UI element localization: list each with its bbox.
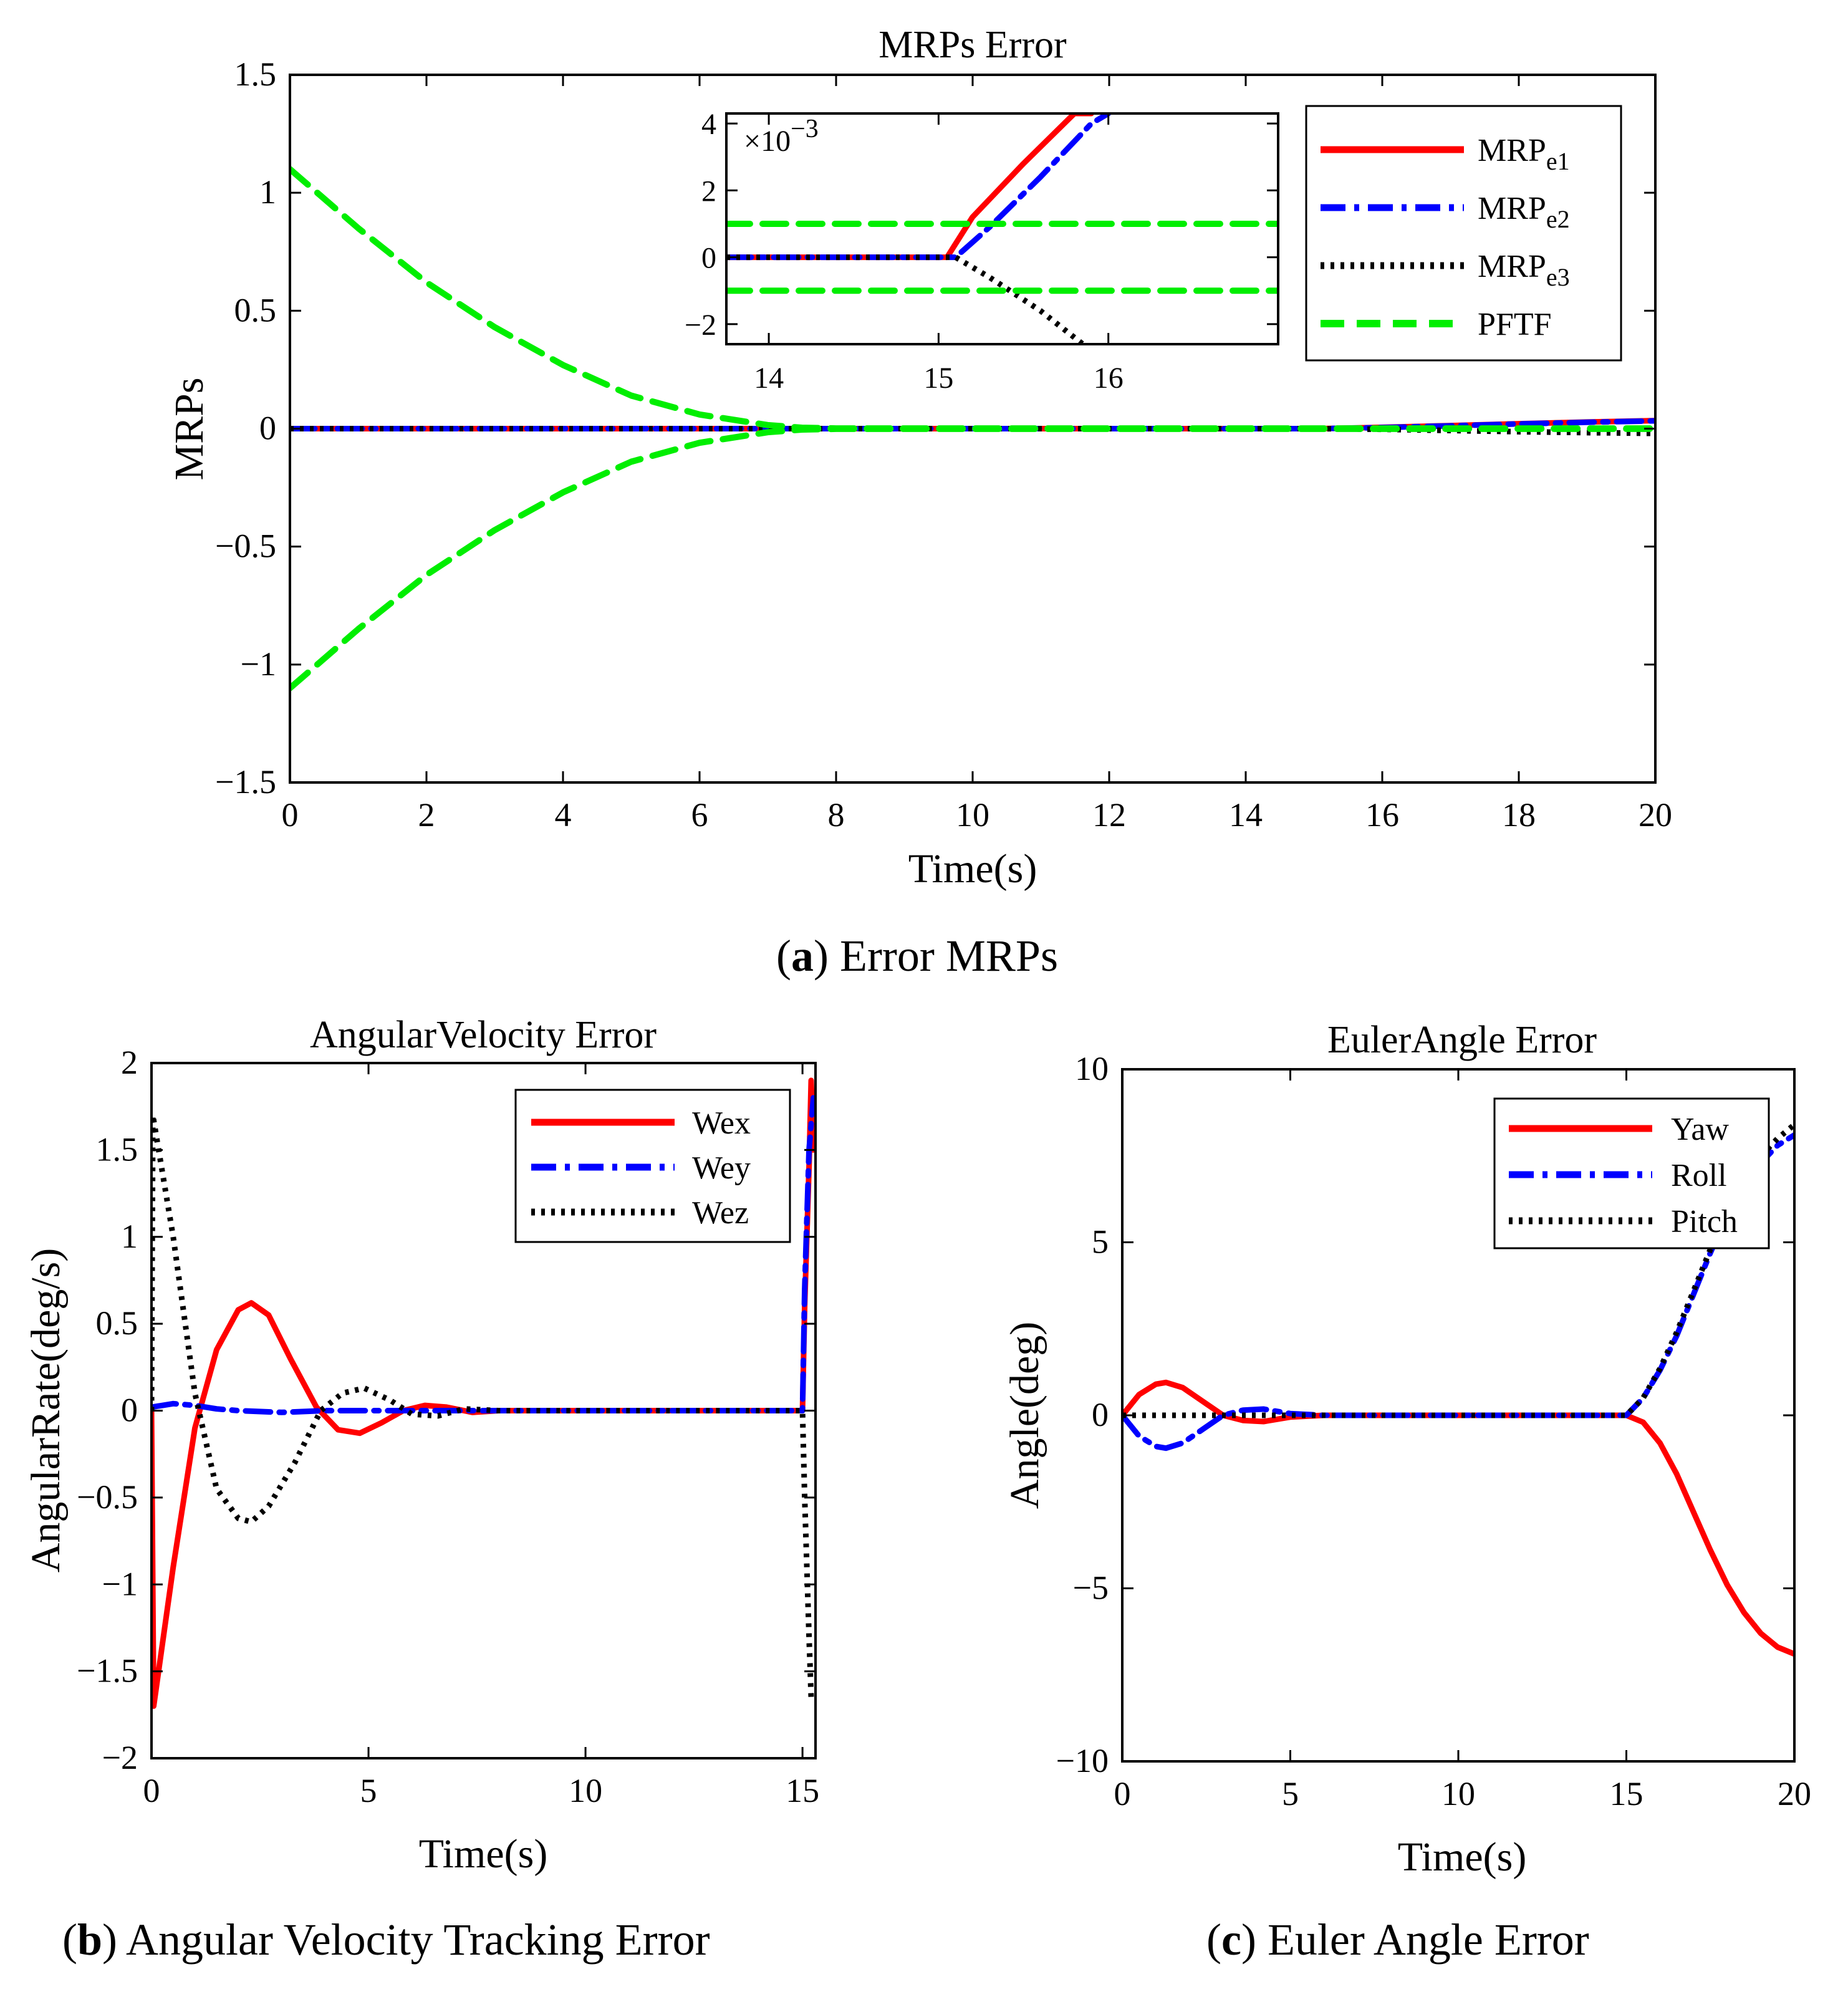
chart-b-xtick-label: 0 — [143, 1772, 160, 1809]
chart-a-xtick-label: 18 — [1502, 796, 1536, 834]
chart-c-ytick-label: 5 — [1092, 1223, 1109, 1261]
caption-a: (a) Error MRPs — [776, 931, 1058, 981]
chart-a-xlabel: Time(s) — [908, 846, 1037, 892]
chart-b-ytick-label: −0.5 — [77, 1478, 138, 1516]
chart-b-legend: Wex Wey Wez — [514, 1089, 791, 1243]
caption-c: (c) Euler Angle Error — [1206, 1915, 1589, 1965]
chart-c-ytick-label: 10 — [1075, 1050, 1109, 1087]
caption-b-letter: b — [77, 1915, 103, 1965]
chart-a-series-pftf-lower — [290, 425, 1655, 691]
chart-a-inset-ytick-label: 4 — [701, 108, 716, 141]
chart-a-xtick-label: 4 — [555, 796, 572, 834]
chart-a-legend-label: MRPe1 — [1478, 133, 1570, 175]
chart-a-inset-ytick-label: 2 — [701, 175, 716, 208]
chart-c-xlabel: Time(s) — [1398, 1834, 1527, 1880]
caption-a-letter: a — [791, 931, 814, 981]
chart-a-title: MRPs Error — [878, 24, 1067, 66]
chart-c-legend: Yaw Roll Pitch — [1493, 1097, 1770, 1249]
chart-b-legend-label: Wez — [692, 1195, 749, 1231]
chart-b-ylabel: AngularRate(deg/s) — [23, 1248, 69, 1573]
chart-b-ytick-label: 1.5 — [96, 1130, 138, 1168]
chart-a-inset-ytick-label: −2 — [685, 309, 716, 342]
panel-b-angular-velocity-error: AngularVelocity Error Time(s) AngularRat… — [23, 1014, 819, 1877]
chart-a-ytick-label: 1 — [259, 173, 276, 211]
chart-a-xtick-label: 2 — [418, 796, 435, 834]
caption-c-letter: c — [1221, 1915, 1241, 1965]
caption-c-text: Euler Angle Error — [1256, 1915, 1589, 1965]
chart-a-inset-xtick-label: 15 — [923, 362, 953, 395]
chart-c-legend-label: Yaw — [1671, 1112, 1729, 1147]
chart-a-legend-label: MRPe3 — [1478, 249, 1570, 291]
chart-c-xtick-label: 15 — [1610, 1775, 1643, 1812]
chart-a-inset-series-mrpe3 — [726, 254, 1085, 344]
chart-c-ytick-label: 0 — [1092, 1396, 1109, 1433]
chart-a-ylabel: MRPs — [166, 377, 212, 480]
chart-a-ytick-label: 0.5 — [234, 291, 277, 329]
chart-a-xtick-label: 12 — [1092, 796, 1126, 834]
chart-a-ytick-label: −0.5 — [215, 527, 276, 565]
chart-c-xtick-label: 20 — [1778, 1775, 1811, 1812]
chart-c-xtick-label: 5 — [1282, 1775, 1299, 1812]
chart-a-xtick-label: 0 — [282, 796, 299, 834]
chart-a-ytick-label: −1 — [241, 645, 276, 683]
chart-a-legend-label: PFTF — [1478, 307, 1552, 342]
chart-b-ytick-label: −1 — [102, 1565, 138, 1602]
chart-a-inset-scale-label: ×10−3 — [744, 115, 819, 158]
panel-a-mrps-error: MRPs Error Time(s) MRPs 14 15 16−2024×10−3… — [166, 24, 1672, 892]
chart-a-legend-label: MRPe2 — [1478, 191, 1570, 233]
chart-c-ytick-label: −5 — [1073, 1569, 1109, 1607]
chart-b-series-wez — [152, 1112, 814, 1698]
chart-b-ytick-label: −2 — [102, 1739, 138, 1776]
chart-b-ytick-label: 2 — [121, 1044, 138, 1081]
chart-c-series-pitch — [1122, 1122, 1794, 1418]
chart-a-ytick-label: 1.5 — [234, 55, 277, 93]
chart-a-xtick-label: 8 — [828, 796, 845, 834]
chart-a-ytick-label: −1.5 — [215, 763, 276, 801]
chart-b-xtick-label: 5 — [360, 1772, 377, 1809]
chart-b-legend-label: Wey — [692, 1150, 751, 1186]
chart-a-inset-series-group — [726, 113, 1278, 344]
chart-c-title: EulerAngle Error — [1327, 1019, 1597, 1061]
chart-a-legend: MRPe1 MRPe2 MRPe3 PFTF — [1305, 105, 1622, 362]
chart-a-xtick-label: 16 — [1365, 796, 1399, 834]
chart-c-xtick-label: 0 — [1114, 1775, 1131, 1812]
chart-a-xtick-label: 6 — [691, 796, 708, 834]
chart-b-title: AngularVelocity Error — [310, 1014, 657, 1056]
chart-c-ytick-label: −10 — [1056, 1742, 1109, 1779]
chart-b-ytick-label: 0 — [121, 1392, 138, 1429]
caption-b: (b) Angular Velocity Tracking Error — [62, 1915, 710, 1965]
chart-b-ytick-label: −1.5 — [77, 1652, 138, 1690]
chart-c-legend-label: Pitch — [1671, 1204, 1738, 1239]
chart-a-inset-ytick-label: 0 — [701, 242, 716, 275]
chart-a-inset-bg — [726, 113, 1278, 344]
chart-b-legend-box — [514, 1089, 791, 1243]
chart-c-series-yaw — [1122, 1379, 1794, 1657]
chart-c-ylabel: Angle(deg) — [1002, 1322, 1047, 1509]
chart-a-ytick-label: 0 — [259, 410, 276, 447]
chart-a-xtick-label: 14 — [1229, 796, 1263, 834]
chart-b-series-group — [152, 1077, 816, 1709]
chart-b-ytick-label: 1 — [121, 1218, 138, 1255]
chart-b-legend-label: Wex — [692, 1105, 751, 1141]
chart-a-inset-frame — [725, 112, 1279, 345]
chart-b-plot — [152, 1077, 816, 1709]
chart-b-xtick-label: 10 — [569, 1772, 602, 1809]
chart-a-inset-xtick-label: 14 — [754, 362, 784, 395]
panel-c-euler-angle-error: EulerAngle Error Time(s) Angle(deg) Yaw R… — [1002, 1019, 1811, 1880]
chart-a-inset-series-mrpe1 — [726, 113, 1094, 261]
chart-a-inset: 14 15 16 −2 0 2 4 ×10−3 — [685, 108, 1279, 395]
chart-b-xtick-label: 15 — [786, 1772, 819, 1809]
chart-a-inset-xtick-label: 16 — [1094, 362, 1124, 395]
caption-a-text: Error MRPs — [828, 931, 1058, 981]
chart-a-xtick-label: 10 — [956, 796, 989, 834]
chart-a-series-group — [290, 166, 1655, 691]
chart-b-ytick-label: 0.5 — [96, 1304, 138, 1342]
caption-b-text: Angular Velocity Tracking Error — [117, 1915, 710, 1965]
chart-c-legend-label: Roll — [1671, 1158, 1727, 1193]
chart-a-legend-box — [1305, 105, 1622, 362]
chart-a-xtick-label: 20 — [1639, 796, 1672, 834]
chart-b-xlabel: Time(s) — [419, 1831, 548, 1877]
chart-c-xtick-label: 10 — [1441, 1775, 1475, 1812]
